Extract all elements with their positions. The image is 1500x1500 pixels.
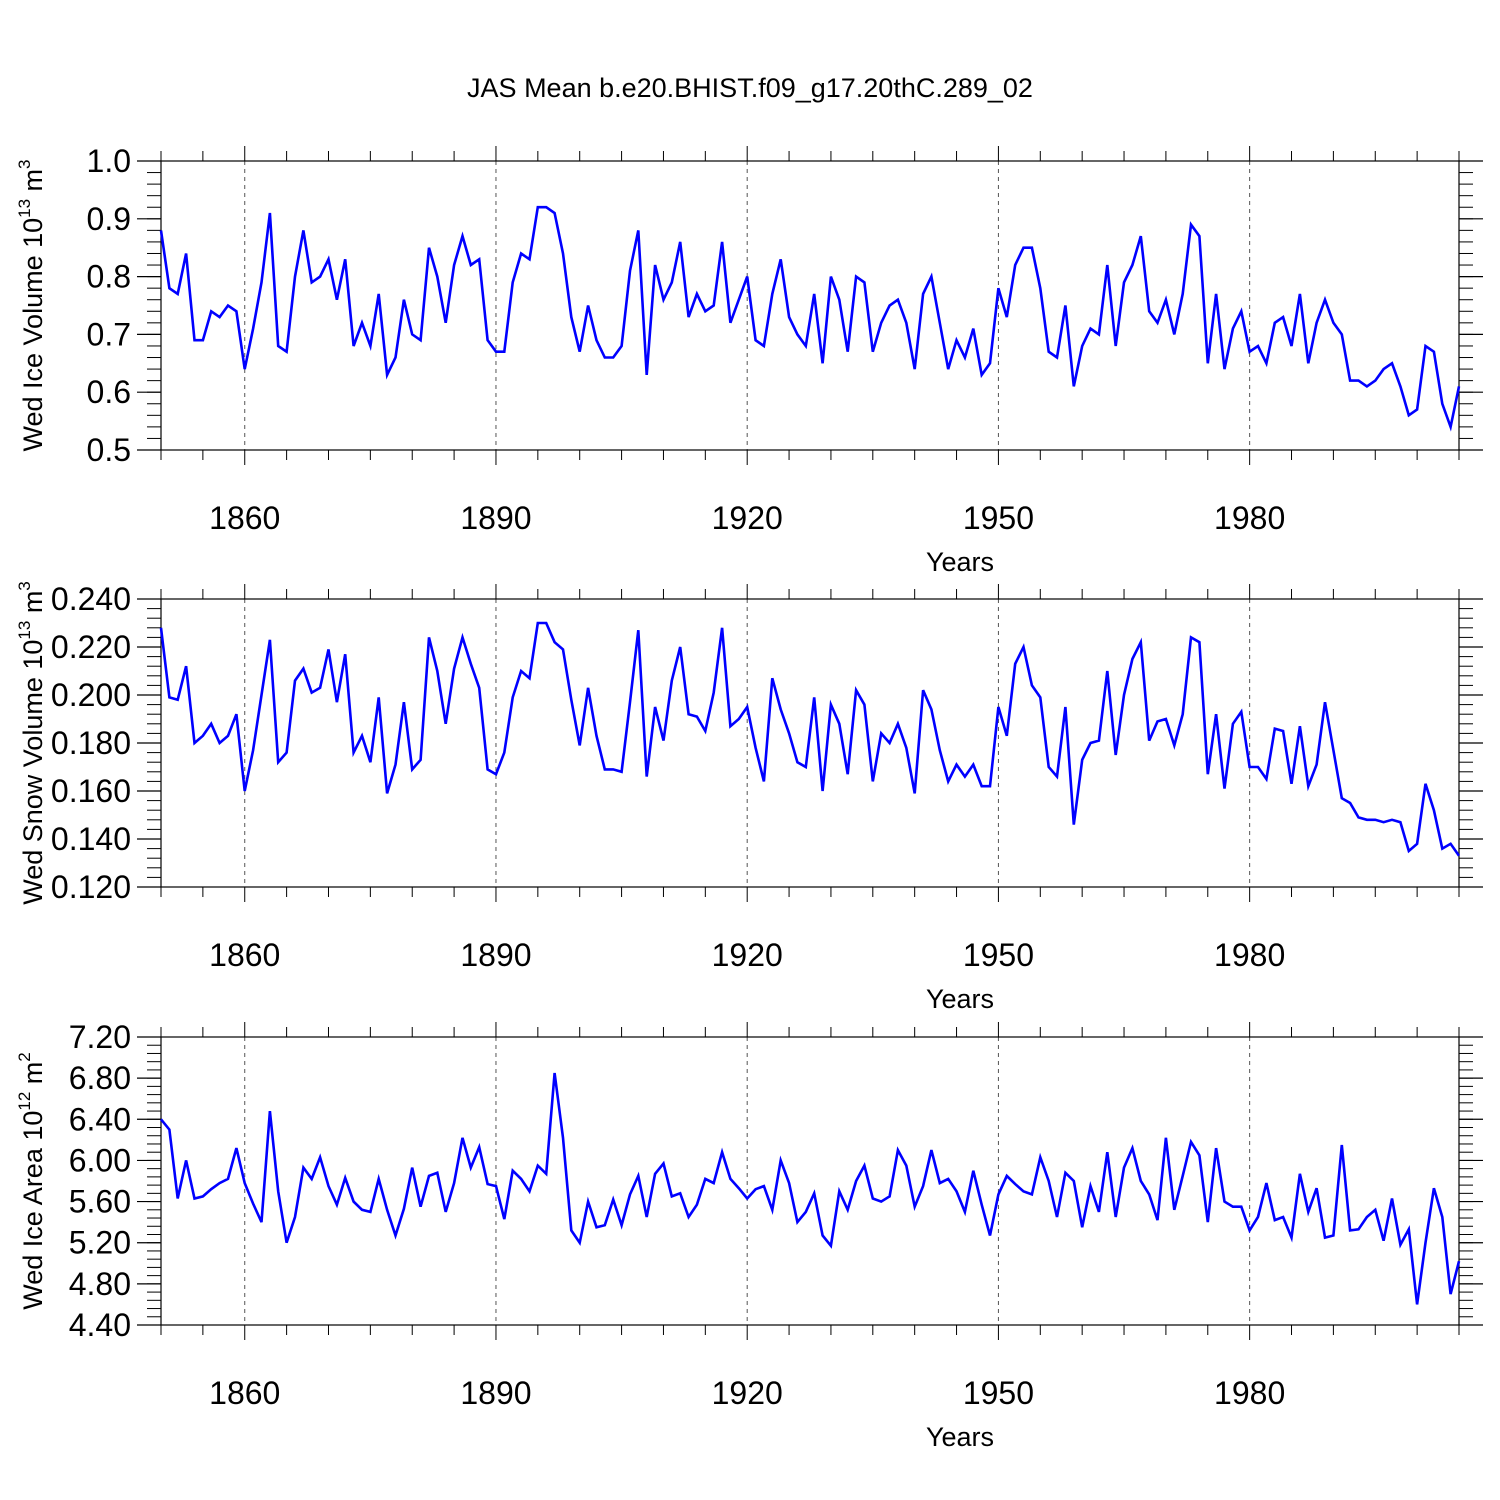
x-tick-label: 1860 <box>209 937 280 973</box>
y-tick-label: 6.80 <box>69 1060 131 1096</box>
x-axis-label: Years <box>926 1422 994 1452</box>
x-tick-label: 1980 <box>1214 937 1285 973</box>
x-tick-label: 1860 <box>209 1375 280 1411</box>
y-tick-label: 0.9 <box>87 201 131 237</box>
x-tick-label: 1950 <box>963 937 1034 973</box>
y-tick-label: 5.60 <box>69 1184 131 1220</box>
chart-panel-3: 4.40 4.80 5.20 5.60 6.00 6.40 6.80 7.20 1860 1890… <box>15 1019 1483 1452</box>
x-tick-label: 1950 <box>963 1375 1034 1411</box>
series-line <box>159 621 1461 857</box>
panels: 0.5 0.6 0.7 0.8 0.9 1.0 1860 1890 1920 1950 1980 Ye… <box>15 143 1483 1452</box>
x-tick-label: 1860 <box>209 500 280 536</box>
y-axis-label: Wed Ice Area 1012 m2 <box>15 1052 48 1310</box>
x-tick-label: 1890 <box>460 937 531 973</box>
y-tick-label: 4.40 <box>69 1307 131 1343</box>
x-tick-label: 1980 <box>1214 500 1285 536</box>
y-tick-label: 0.7 <box>87 316 131 352</box>
plot-frame <box>160 1036 1460 1326</box>
x-tick-label: 1890 <box>460 500 531 536</box>
y-axis-label: Wed Ice Volume 1013 m3 <box>15 159 48 451</box>
y-tick-label: 0.180 <box>51 725 131 761</box>
y-tick-label: 4.80 <box>69 1266 131 1302</box>
x-tick-label: 1920 <box>712 500 783 536</box>
series-line <box>159 205 1461 432</box>
x-tick-label: 1980 <box>1214 1375 1285 1411</box>
x-axis-label: Years <box>926 984 994 1014</box>
y-tick-label: 5.20 <box>69 1225 131 1261</box>
x-tick-label: 1950 <box>963 500 1034 536</box>
y-tick-label: 0.140 <box>51 821 131 857</box>
plot-frame <box>160 160 1460 451</box>
plot-frame <box>160 598 1460 888</box>
y-tick-label: 6.00 <box>69 1142 131 1178</box>
y-tick-label: 0.220 <box>51 629 131 665</box>
y-tick-label: 0.120 <box>51 869 131 905</box>
y-tick-label: 0.200 <box>51 677 131 713</box>
chart-panel-1: 0.5 0.6 0.7 0.8 0.9 1.0 1860 1890 1920 1950 1980 Ye… <box>15 143 1483 577</box>
y-tick-label: 0.8 <box>87 259 131 295</box>
x-tick-label: 1920 <box>712 937 783 973</box>
y-tick-label: 0.240 <box>51 581 131 617</box>
x-tick-label: 1920 <box>712 1375 783 1411</box>
chart-panel-2: 0.120 0.140 0.160 0.180 0.200 0.220 0.240 1860 1… <box>15 581 1483 1014</box>
x-axis-label: Years <box>926 547 994 577</box>
x-tick-label: 1890 <box>460 1375 531 1411</box>
figure-title: JAS Mean b.e20.BHIST.f09_g17.20thC.289_0… <box>467 73 1033 103</box>
y-tick-label: 0.160 <box>51 773 131 809</box>
y-tick-label: 7.20 <box>69 1019 131 1055</box>
y-tick-label: 0.6 <box>87 374 131 410</box>
series-line <box>159 1072 1461 1305</box>
y-tick-label: 1.0 <box>87 143 131 179</box>
y-axis-label: Wed Snow Volume 1013 m3 <box>15 581 48 905</box>
y-tick-label: 0.5 <box>87 432 131 468</box>
y-tick-label: 6.40 <box>69 1101 131 1137</box>
